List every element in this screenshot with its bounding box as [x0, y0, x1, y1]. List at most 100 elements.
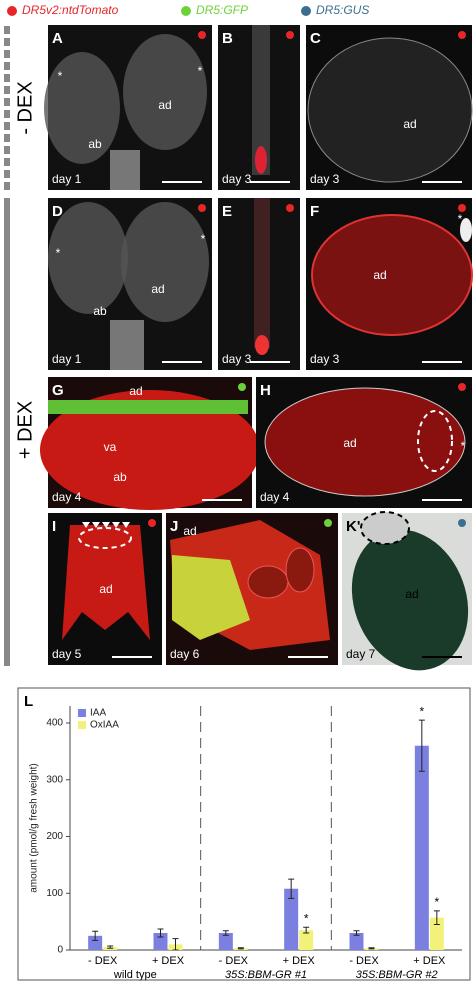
panel-detail: [48, 202, 128, 314]
panel-detail: [255, 335, 269, 355]
panel-detail: [172, 555, 250, 640]
legend-text: DR5v2:ntdTomato: [22, 3, 119, 17]
panel-detail: [311, 214, 473, 336]
panel-detail: [255, 146, 267, 174]
tissue-label: va: [104, 440, 117, 454]
reporter-dot: [198, 31, 206, 39]
tissue-label: *: [198, 64, 203, 78]
error-bar: [172, 938, 179, 951]
reporter-dot: [324, 519, 332, 527]
day-label: day 3: [310, 352, 340, 366]
panel-detail: [78, 527, 132, 549]
bar: [218, 932, 233, 950]
tissue-label: *: [461, 439, 466, 453]
bar: [414, 745, 429, 950]
panel-letter: A: [52, 30, 63, 47]
x-tick-label: + DEX: [283, 955, 316, 967]
tissue-label: *: [56, 246, 61, 260]
bar: [284, 888, 299, 950]
y-tick-label: 0: [57, 945, 63, 956]
panel-detail: [247, 565, 289, 599]
legend-dot: [181, 6, 191, 16]
panel: K' day 7 ad: [342, 511, 472, 671]
panel-detail: [360, 511, 410, 545]
y-tick-label: 100: [46, 888, 63, 899]
error-bar: [237, 947, 244, 950]
panel-detail: [110, 150, 140, 190]
error-bar: [288, 878, 295, 899]
panel-detail: [44, 52, 120, 164]
x-tick-label: - DEX: [349, 955, 379, 967]
error-bar: [107, 945, 114, 949]
legend-label: OxIAA: [90, 720, 119, 731]
panel-letter: H: [260, 382, 271, 399]
panel-detail: [252, 25, 270, 175]
panel-detail: [110, 320, 144, 370]
significance-mark: *: [304, 911, 309, 925]
tissue-label: ad: [183, 524, 196, 538]
panel-detail: [307, 37, 473, 183]
panel-letter: C: [310, 30, 321, 47]
reporter-dot: [286, 204, 294, 212]
group-label: wild type: [113, 969, 157, 981]
y-tick-label: 400: [46, 718, 63, 729]
bar: [299, 930, 314, 950]
reporter-dot: [286, 31, 294, 39]
group-label: 35S:BBM-GR #1: [225, 969, 307, 981]
tissue-label: *: [58, 69, 63, 83]
panel-letter: G: [52, 382, 64, 399]
panel-detail: [62, 525, 150, 640]
tissue-label: ad: [99, 582, 112, 596]
day-label: day 7: [346, 647, 376, 661]
panel-letter: L: [24, 693, 33, 710]
panel-detail: [123, 34, 207, 150]
error-bar: [222, 930, 229, 936]
bar: [153, 932, 168, 950]
panel-letter: I: [52, 518, 56, 535]
panel-letter: B: [222, 30, 233, 47]
legend-swatch: [78, 709, 86, 717]
day-label: day 3: [222, 172, 252, 186]
x-tick-label: - DEX: [88, 955, 118, 967]
significance-mark: *: [419, 704, 424, 718]
panel-letter: E: [222, 203, 232, 220]
reporter-dot: [198, 204, 206, 212]
panel-detail: [82, 522, 130, 528]
group-label: 35S:BBM-GR #2: [356, 969, 438, 981]
chart-frame: [17, 687, 471, 981]
legend-swatch: [78, 721, 86, 729]
tissue-label: ab: [88, 137, 102, 151]
reporter-dot: [238, 383, 246, 391]
panel-detail: [254, 198, 270, 348]
tissue-label: ad: [151, 282, 164, 296]
error-bar: [353, 930, 360, 936]
legend-label: IAA: [90, 708, 106, 719]
panel-letter: K': [346, 518, 360, 535]
side-label: + DEX: [14, 401, 36, 459]
day-label: day 3: [310, 172, 340, 186]
reporter-dot: [458, 519, 466, 527]
bar: [429, 917, 444, 950]
error-bar: [368, 947, 375, 950]
day-label: day 5: [52, 647, 82, 661]
reporter-dot: [458, 383, 466, 391]
panel-letter: D: [52, 203, 63, 220]
legend-text: DR5:GFP: [196, 3, 248, 17]
legend-dot: [7, 6, 17, 16]
tissue-label: ad: [403, 117, 416, 131]
panel-detail: [121, 202, 209, 322]
panel-detail: [285, 547, 315, 593]
tissue-label: ab: [113, 470, 127, 484]
error-bar: [92, 930, 99, 941]
tissue-label: ad: [343, 436, 356, 450]
day-label: day 4: [260, 490, 290, 504]
